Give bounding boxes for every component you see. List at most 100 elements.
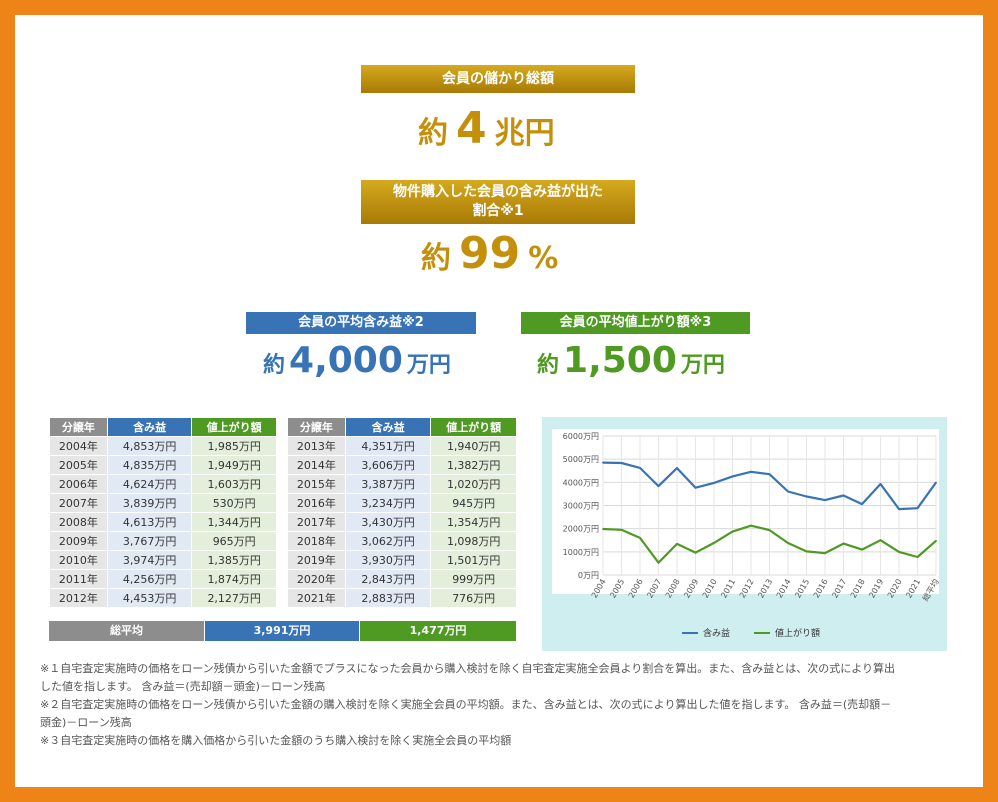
data-table-left: 分譲年 含み益 値上がり額 2004年 4,853万円 1,985万円 2005年 4,… bbox=[49, 417, 277, 608]
data-point bbox=[676, 467, 678, 470]
cell-up: 945万円 bbox=[430, 493, 517, 513]
cell-year: 2018年 bbox=[287, 531, 346, 551]
data-point bbox=[713, 482, 715, 484]
y-tick-label: 0万円 bbox=[578, 571, 599, 580]
col-header-gain: 含み益 bbox=[344, 417, 432, 437]
footnote-2a: ※２自宅査定実施時の価格をローン残債から引いた金額の購入検討を除く実施全会員の平… bbox=[40, 698, 892, 711]
data-point bbox=[602, 461, 604, 464]
avg-gain-prefix: 約 bbox=[263, 353, 286, 378]
cell-year: 2013年 bbox=[287, 436, 346, 456]
cell-up: 1,098万円 bbox=[430, 531, 517, 551]
ratio-number: 99 bbox=[459, 228, 521, 279]
cell-gain: 4,624万円 bbox=[106, 474, 193, 494]
data-point bbox=[898, 550, 900, 553]
cell-gain: 3,606万円 bbox=[344, 455, 432, 475]
legend-label-1: 値上がり額 bbox=[775, 627, 820, 639]
ratio-prefix: 約 bbox=[421, 241, 451, 276]
cell-gain: 4,835万円 bbox=[106, 455, 193, 475]
table-row: 2009年 3,767万円 965万円 bbox=[49, 531, 277, 551]
legend-label-0: 含み益 bbox=[703, 627, 730, 639]
cell-year: 2021年 bbox=[287, 588, 346, 608]
data-point bbox=[602, 528, 604, 530]
cell-gain: 4,613万円 bbox=[106, 512, 193, 532]
cell-up: 1,985万円 bbox=[191, 436, 277, 456]
table-row: 2017年 3,430万円 1,354万円 bbox=[287, 512, 517, 532]
data-point bbox=[842, 542, 845, 545]
table-row: 2013年 4,351万円 1,940万円 bbox=[287, 436, 517, 456]
cell-gain: 4,256万円 bbox=[106, 569, 193, 589]
cell-gain: 3,234万円 bbox=[344, 493, 432, 513]
data-point bbox=[805, 550, 808, 553]
cell-gain: 3,930万円 bbox=[344, 550, 432, 570]
data-point bbox=[639, 536, 641, 539]
col-header-year: 分譲年 bbox=[49, 417, 108, 437]
data-point bbox=[879, 539, 882, 542]
cell-up: 1,940万円 bbox=[430, 436, 517, 456]
data-point bbox=[731, 475, 734, 478]
data-point bbox=[879, 483, 882, 485]
cell-year: 2010年 bbox=[49, 550, 108, 570]
content-panel bbox=[15, 15, 983, 787]
cell-year: 2012年 bbox=[49, 588, 108, 608]
data-point bbox=[935, 539, 937, 542]
footnote-1a: ※１自宅査定実施時の価格をローン残債から引いた金額でプラスになった会員から購入検… bbox=[40, 662, 896, 675]
cell-year: 2019年 bbox=[287, 550, 346, 570]
cell-up: 1,385万円 bbox=[191, 550, 277, 570]
data-point bbox=[657, 485, 660, 487]
ratio-value: 約 99% bbox=[421, 228, 558, 279]
y-tick-label: 4000万円 bbox=[563, 478, 599, 487]
cell-gain: 3,767万円 bbox=[106, 531, 193, 551]
line-chart: 0万円1000万円2000万円3000万円4000万円5000万円6000万円2… bbox=[552, 429, 941, 639]
data-point bbox=[916, 556, 919, 558]
data-point bbox=[787, 542, 789, 544]
data-point bbox=[768, 473, 771, 476]
plot-area bbox=[552, 429, 939, 594]
avg-up-value: 約 1,500 万円 bbox=[537, 340, 725, 381]
data-point bbox=[750, 524, 752, 527]
cell-gain: 3,387万円 bbox=[344, 474, 432, 494]
cell-year: 2015年 bbox=[287, 474, 346, 494]
cell-year: 2009年 bbox=[49, 531, 108, 551]
y-tick-label: 2000万円 bbox=[563, 525, 599, 534]
cell-gain: 4,853万円 bbox=[106, 436, 193, 456]
table-row: 2014年 3,606万円 1,382万円 bbox=[287, 455, 517, 475]
cell-gain: 3,839万円 bbox=[106, 493, 193, 513]
y-tick-label: 1000万円 bbox=[563, 548, 599, 557]
ratio-unit: % bbox=[528, 241, 559, 276]
data-point bbox=[935, 481, 937, 484]
table-row: 2007年 3,839万円 530万円 bbox=[49, 493, 277, 513]
data-point bbox=[824, 552, 826, 555]
overall-average-up: 1,477万円 bbox=[360, 621, 516, 641]
footnote-1b: した値を指します。 含み益＝(売却額－頭金)－ローン残高 bbox=[40, 680, 326, 693]
cell-up: 1,949万円 bbox=[191, 455, 277, 475]
data-point bbox=[694, 551, 697, 554]
table-row: 2012年 4,453万円 2,127万円 bbox=[49, 588, 277, 608]
cell-gain: 3,974万円 bbox=[106, 550, 193, 570]
data-point bbox=[898, 508, 900, 511]
data-point bbox=[620, 462, 623, 464]
cell-year: 2004年 bbox=[49, 436, 108, 456]
data-point bbox=[713, 542, 715, 544]
cell-year: 2017年 bbox=[287, 512, 346, 532]
avg-up-unit: 万円 bbox=[680, 353, 725, 378]
total-number: 4 bbox=[456, 103, 487, 154]
cell-up: 2,127万円 bbox=[191, 588, 277, 608]
table-row: 2006年 4,624万円 1,603万円 bbox=[49, 474, 277, 494]
table-row: 2010年 3,974万円 1,385万円 bbox=[49, 550, 277, 570]
table-row: 2016年 3,234万円 945万円 bbox=[287, 493, 517, 513]
y-tick-label: 3000万円 bbox=[563, 502, 599, 511]
overall-average-gain: 3,991万円 bbox=[205, 621, 359, 641]
footnote-2b: 頭金)－ローン残高 bbox=[40, 716, 132, 729]
cell-gain: 2,883万円 bbox=[344, 588, 432, 608]
data-point bbox=[657, 561, 660, 564]
cell-gain: 4,351万円 bbox=[344, 436, 432, 456]
cell-gain: 3,430万円 bbox=[344, 512, 432, 532]
cell-gain: 2,843万円 bbox=[344, 569, 432, 589]
data-point bbox=[731, 530, 734, 533]
cell-gain: 4,453万円 bbox=[106, 588, 193, 608]
avg-gain-unit: 万円 bbox=[406, 353, 451, 378]
avg-up-number: 1,500 bbox=[563, 340, 677, 381]
cell-up: 1,501万円 bbox=[430, 550, 517, 570]
y-tick-label: 6000万円 bbox=[563, 432, 599, 441]
total-profit-value: 約 4 兆円 bbox=[418, 103, 555, 154]
